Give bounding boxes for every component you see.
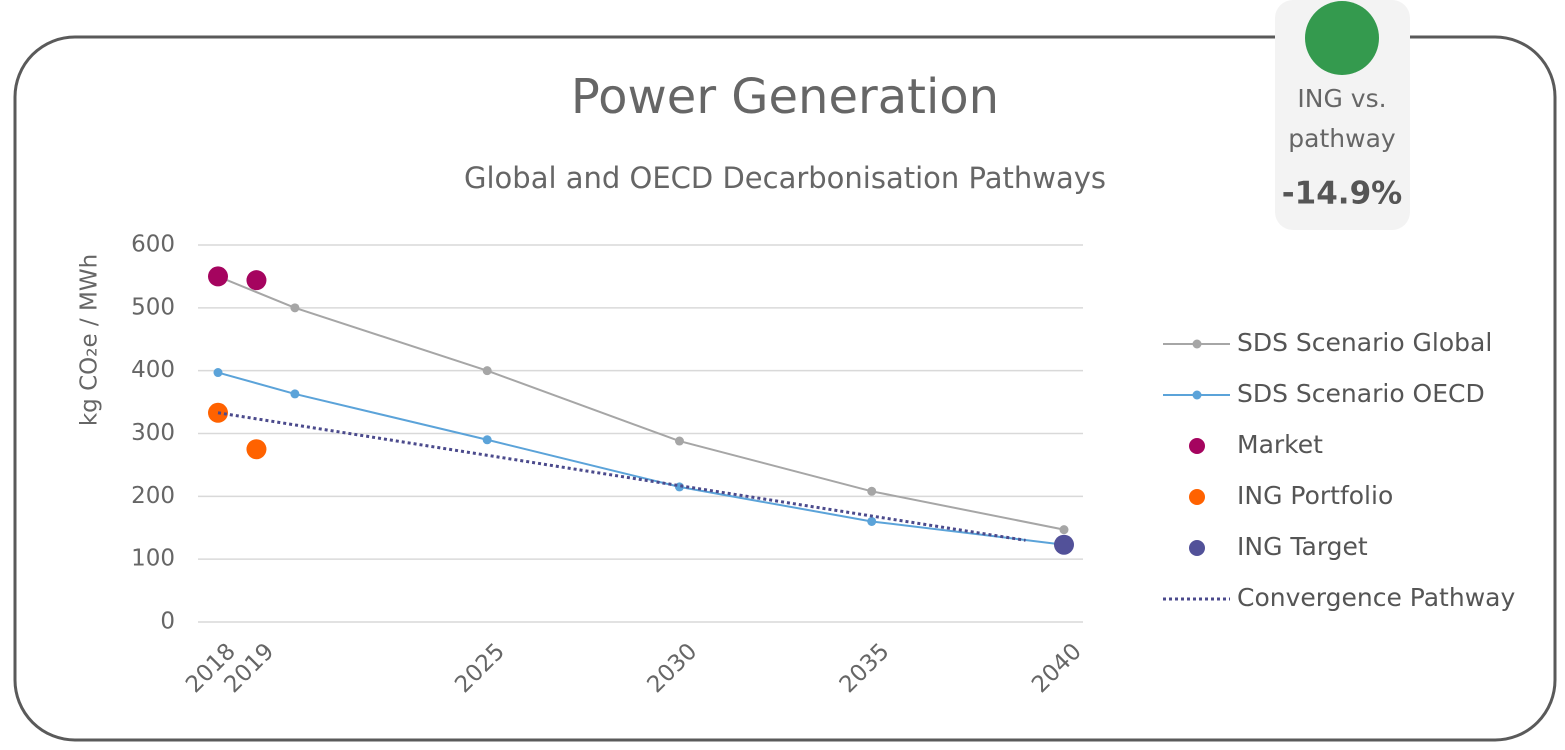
legend-label: SDS Scenario Global xyxy=(1237,328,1492,357)
line-point xyxy=(290,303,300,313)
y-tick-label: 300 xyxy=(131,420,175,446)
scatter-point xyxy=(246,439,267,460)
legend-marker xyxy=(1192,339,1202,349)
badge-panel xyxy=(1275,0,1410,230)
legend-label: Convergence Pathway xyxy=(1237,583,1515,612)
badge-label: pathway xyxy=(1288,124,1396,153)
line-point xyxy=(1059,525,1069,535)
scatter-point xyxy=(246,270,267,291)
line-point xyxy=(213,368,223,378)
y-tick-label: 200 xyxy=(131,483,175,509)
series-line xyxy=(217,371,1065,546)
badge-dot xyxy=(1305,1,1379,75)
legend-marker xyxy=(1189,540,1205,556)
y-axis-label: kg CO₂e / MWh xyxy=(77,254,103,426)
card-border xyxy=(13,35,1557,742)
line-point xyxy=(290,389,300,399)
legend-marker xyxy=(1189,438,1205,454)
legend-label: Market xyxy=(1237,430,1323,459)
line-point xyxy=(867,516,877,526)
y-tick-label: 100 xyxy=(131,546,175,572)
chart-subtitle: Global and OECD Decarbonisation Pathways xyxy=(464,161,1106,195)
scatter-point xyxy=(1054,534,1074,555)
badge-label: ING vs. xyxy=(1297,84,1386,113)
line-point xyxy=(867,486,877,496)
badge-value: -14.9% xyxy=(1282,176,1402,212)
y-tick-label: 500 xyxy=(131,294,175,320)
legend-label: ING Target xyxy=(1237,532,1368,561)
line-point xyxy=(482,366,492,376)
legend-label: ING Portfolio xyxy=(1237,481,1393,510)
line-point xyxy=(482,435,492,445)
chart-title: Power Generation xyxy=(571,69,999,125)
legend-marker xyxy=(1189,489,1205,505)
y-tick-label: 400 xyxy=(131,357,175,383)
series-line xyxy=(217,275,1065,531)
line-point xyxy=(674,436,684,446)
y-tick-label: 0 xyxy=(160,609,175,635)
legend-label: SDS Scenario OECD xyxy=(1237,379,1485,408)
y-tick-label: 600 xyxy=(131,232,175,258)
legend-marker xyxy=(1192,390,1202,400)
scatter-point xyxy=(208,266,228,287)
series-line xyxy=(217,411,1026,542)
